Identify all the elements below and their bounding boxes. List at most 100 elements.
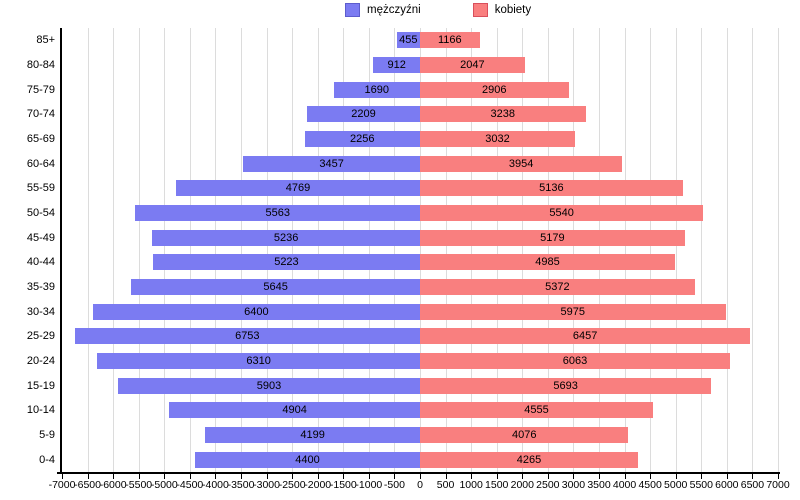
age-group-label: 65-69 [26,133,55,145]
men-bar-15-19 [118,377,420,394]
women-bar-5-9 [420,427,629,443]
age-group-label: 55-59 [26,182,55,195]
women-bar-65-69 [420,131,576,147]
age-group-label: 85+ [36,34,55,47]
x-tick-label: -5500 [125,479,153,491]
x-tick-mark [471,474,473,479]
gridline [752,28,754,472]
gridline [368,28,370,472]
men-value-label-0-4: 4400 [295,453,320,466]
age-group-label: 15-19 [26,379,55,392]
x-tick-mark [496,474,498,479]
x-tick-mark [343,474,345,479]
gridline [317,28,319,472]
women-value-label-80-84: 2047 [460,59,485,71]
x-tick-mark [368,474,370,479]
x-tick-label: -5000 [150,479,178,491]
women-value-label-60-64: 3954 [508,157,534,170]
women-value-label-15-19: 5693 [553,379,578,392]
x-tick-label: 1000 [459,479,483,491]
men-value-label-75-79: 1690 [364,83,390,96]
women-value-label-50-54: 5540 [549,207,574,219]
women-bar-25-29 [420,328,751,345]
men-value-label-65-69: 2256 [350,133,375,145]
x-tick-label: -4500 [176,479,204,491]
men-bar-35-39 [131,279,420,295]
men-bar-40-44 [152,254,420,271]
women-bar-15-19 [420,377,712,394]
legend: mężczyźni kobiety [345,3,531,17]
x-tick-mark [650,474,652,479]
women-bar-50-54 [420,205,704,221]
gridline [138,28,140,472]
men-value-label-5-9: 4199 [300,429,325,441]
x-tick-mark [138,474,140,479]
x-tick-label: 6500 [740,479,765,491]
x-tick-label: 5000 [664,479,688,491]
men-value-label-55-59: 4769 [285,182,311,195]
men-bar-60-64 [243,155,420,172]
men-bar-5-9 [205,427,420,443]
gridline [547,28,549,472]
x-tick-mark [522,474,524,479]
x-tick-mark [573,474,575,479]
men-bar-0-4 [194,451,420,468]
gridline [113,28,115,472]
gridline [420,28,421,472]
men-bar-65-69 [304,131,420,147]
x-axis-line [57,472,780,474]
x-tick-label: -6500 [74,479,101,491]
women-value-label-30-34: 5975 [560,305,586,318]
x-tick-mark [726,474,728,479]
age-group-label: 70-74 [26,108,55,121]
gridline [266,28,268,472]
age-group-label: 40-44 [26,256,55,269]
x-tick-mark [62,474,63,479]
women-value-label-65-69: 3032 [485,133,510,145]
x-tick-label: 3000 [561,479,586,491]
women-bar-55-59 [420,180,683,197]
x-tick-label: 6000 [715,479,739,491]
men-value-label-45-49: 5236 [273,231,299,244]
men-bar-45-49 [152,229,420,246]
gridline [496,28,498,472]
age-group-label: 25-29 [26,330,55,343]
x-tick-label: 500 [436,479,455,491]
age-group-label: 35-39 [26,281,55,293]
men-bar-10-14 [169,402,420,419]
men-bar-20-24 [97,353,420,369]
x-tick-mark [701,474,703,479]
age-group-label: 60-64 [26,157,55,170]
women-bar-35-39 [420,279,695,295]
x-tick-mark [547,474,549,479]
men-bar-70-74 [307,106,420,123]
legend-item-men: mężczyźni [345,3,421,17]
legend-item-women: kobiety [472,3,531,17]
x-tick-label: -4000 [201,479,229,491]
x-tick-mark [215,474,217,479]
gridline [778,28,779,472]
women-value-label-10-14: 4555 [524,404,549,417]
women-bar-45-49 [420,229,685,246]
men-bar-25-29 [74,328,420,345]
men-value-label-15-19: 5903 [256,379,282,392]
x-tick-mark [445,474,447,479]
gridline [624,28,626,472]
men-value-label-35-39: 5645 [263,281,288,293]
x-tick-label: 1500 [485,479,509,491]
gridline [599,28,600,472]
men-bar-50-54 [135,205,420,221]
gridline [87,28,89,472]
women-bar-70-74 [420,106,586,123]
women-legend-swatch-icon [472,3,488,17]
age-group-label: 5-9 [39,429,55,441]
x-tick-label: -2000 [304,479,332,491]
women-value-label-70-74: 3238 [490,108,516,121]
gridline [394,28,396,472]
gridline [726,28,728,472]
x-tick-mark [778,474,779,479]
men-value-label-85+: 455 [399,34,418,47]
x-tick-label: 7000 [766,479,790,491]
x-tick-label: -3000 [253,479,280,491]
